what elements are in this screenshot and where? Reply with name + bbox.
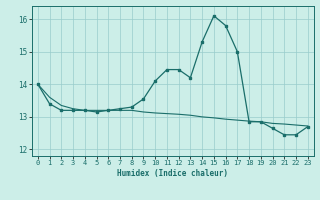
X-axis label: Humidex (Indice chaleur): Humidex (Indice chaleur): [117, 169, 228, 178]
